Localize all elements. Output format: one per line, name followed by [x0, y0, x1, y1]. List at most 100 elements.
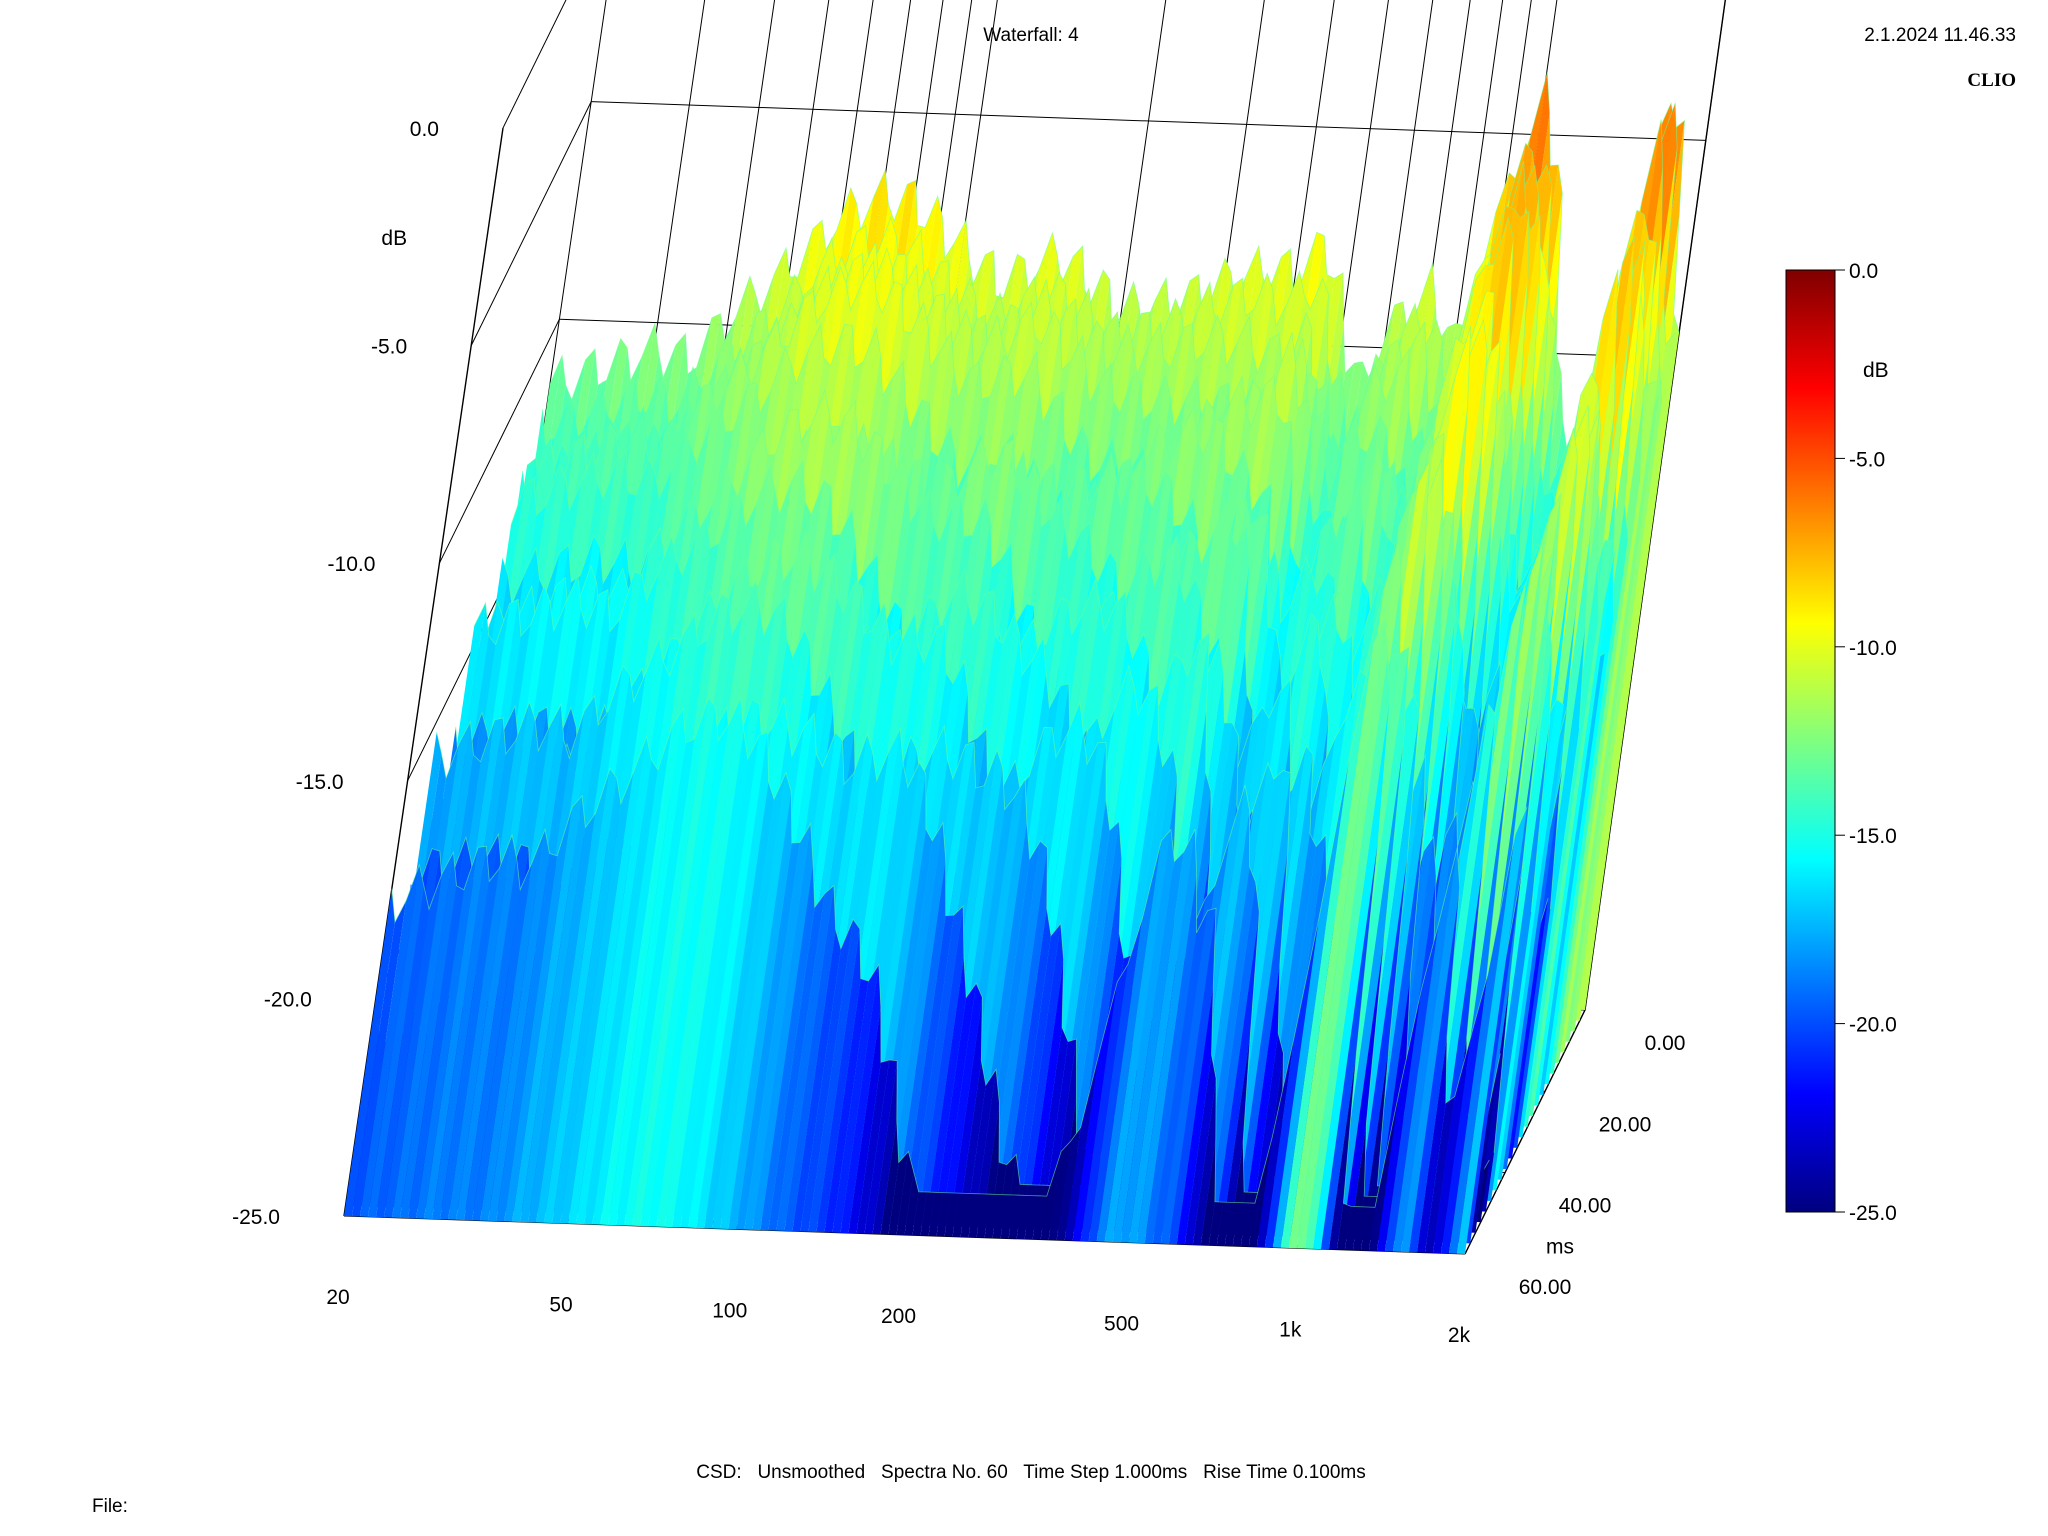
colorbar-tick-label: 0.0	[1849, 260, 1878, 283]
waterfall-slice-segment	[1200, 1137, 1216, 1246]
waterfall-slice-segment	[1384, 922, 1439, 1252]
z-tick-label: 40.00	[1559, 1195, 1612, 1218]
colorbar-tick-label: -25.0	[1849, 1202, 1897, 1225]
waterfall-slice-segment	[1064, 821, 1122, 1209]
grid-line	[438, 318, 560, 564]
waterfall-slice-segment	[1408, 887, 1460, 1253]
z-tick-label: 60.00	[1519, 1276, 1572, 1299]
waterfall-slice-segment	[1232, 1202, 1247, 1247]
waterfall-slice-segment	[752, 823, 814, 1231]
waterfall-slice-segment	[1040, 1151, 1062, 1240]
waterfall-slice-segment	[1035, 1027, 1069, 1219]
colorbar-tick-label: -10.0	[1849, 637, 1897, 660]
waterfall-slice-segment	[368, 864, 425, 1218]
waterfall-slice-segment	[944, 1192, 959, 1237]
waterfall-slice-segment	[957, 1060, 986, 1227]
waterfall-slice-segment	[1168, 908, 1217, 1245]
waterfall-slice-segment	[728, 791, 792, 1230]
waterfall-slice-segment	[832, 964, 879, 1233]
waterfall-slice-segment	[1360, 1206, 1375, 1251]
waterfall-slice-segment	[1256, 1035, 1295, 1248]
waterfall-slice-segment	[680, 735, 760, 1228]
waterfall-slice-segment	[472, 862, 533, 1221]
waterfall-slice-segment	[1160, 908, 1217, 1244]
waterfall-slice-segment	[1416, 1036, 1448, 1253]
waterfall-slice-segment	[1205, 881, 1260, 1235]
waterfall-slice-segment	[552, 777, 621, 1224]
waterfall-slice-segment	[760, 862, 815, 1231]
waterfall-slice-segment	[1248, 1137, 1273, 1247]
waterfall-slice-segment	[1363, 1043, 1390, 1230]
waterfall-slice-segment	[504, 806, 573, 1222]
waterfall-slice-segment	[800, 919, 854, 1232]
waterfall-slice-segment	[1320, 839, 1379, 1250]
waterfall-slice-segment	[648, 724, 729, 1227]
colorbar-tick-label: -20.0	[1849, 1014, 1897, 1037]
waterfall-slice-segment	[936, 1192, 951, 1237]
waterfall-slice-segment	[1432, 1034, 1472, 1254]
waterfall-slice-segment	[1368, 1092, 1400, 1252]
x-tick-label: 200	[881, 1305, 916, 1328]
waterfall-slice-segment	[904, 1171, 919, 1236]
waterfall-slice-segment	[1448, 834, 1516, 1254]
waterfall-slice-segment	[1224, 1202, 1239, 1247]
waterfall-slice-segment	[1144, 875, 1197, 1244]
waterfall-slice-segment	[1043, 1038, 1077, 1219]
waterfall-slice-segment	[986, 840, 1048, 1217]
waterfall-slice-segment	[480, 829, 545, 1221]
z-tick-label: 20.00	[1599, 1113, 1652, 1136]
waterfall-slice-segment	[464, 858, 521, 1221]
waterfall-slice-segment	[925, 957, 967, 1226]
waterfall-slice-segment	[880, 1120, 899, 1235]
waterfall-slice-segment	[856, 1059, 890, 1234]
waterfall-slice-segment	[624, 697, 709, 1226]
waterfall-slice-segment	[1024, 1195, 1039, 1240]
waterfall-slice-segment	[1280, 643, 1374, 1249]
waterfall-slice-segment	[864, 1059, 898, 1234]
waterfall-slice-segment	[736, 842, 800, 1230]
z-tick-label: 0.00	[1645, 1032, 1686, 1055]
grid-line	[502, 0, 567, 129]
waterfall-slice-segment	[720, 772, 792, 1230]
waterfall-slice-segment	[536, 768, 610, 1223]
waterfall-slice-segment	[792, 929, 841, 1232]
waterfall-slice-segment	[1251, 1033, 1284, 1226]
x-tick-label: 100	[712, 1299, 747, 1322]
waterfall-slice-segment	[424, 846, 487, 1219]
waterfall-slice-segment	[416, 847, 479, 1219]
waterfall-slice-segment	[712, 772, 786, 1229]
waterfall-slice-segment	[920, 1192, 935, 1236]
colorbar-ticks: 0.0 -5.0 -10.0 -15.0 -20.0 -25.0 dB	[1835, 260, 1897, 1225]
waterfall-slice-segment	[816, 928, 861, 1233]
waterfall-slice-segment	[912, 1191, 927, 1236]
waterfall-slice-segment	[893, 859, 946, 1225]
waterfall-slice-segment	[952, 1193, 967, 1237]
waterfall-slice-segment	[1392, 847, 1458, 1252]
waterfall-slice-segment	[432, 846, 490, 1220]
waterfall-slice-segment	[1424, 1096, 1455, 1253]
waterfall-slice-segment	[1400, 847, 1460, 1253]
waterfall-slice-segment	[928, 1192, 943, 1237]
waterfall-slice-segment	[1235, 850, 1288, 1225]
waterfall-slice-segment	[1152, 910, 1208, 1244]
waterfall-slice-segment	[688, 732, 768, 1228]
x-tick-label: 50	[549, 1294, 572, 1317]
waterfall-slice-segment	[696, 732, 769, 1229]
waterfall-slices	[344, 72, 1686, 1254]
waterfall-slice-segment	[616, 738, 695, 1226]
waterfall-slice-segment	[933, 983, 977, 1226]
waterfall-slice-segment	[376, 887, 429, 1218]
waterfall-slice-segment	[1304, 654, 1390, 1249]
waterfall-slice-segment	[1120, 851, 1184, 1243]
waterfall-slice-segment	[528, 813, 596, 1223]
waterfall-slice-segment	[848, 1006, 881, 1234]
waterfall-slice-segment	[632, 697, 716, 1227]
waterfall-slice-segment	[1221, 1032, 1251, 1236]
waterfall-slice-segment	[408, 885, 464, 1219]
front-left-edge	[343, 127, 504, 1217]
waterfall-slice-segment	[917, 906, 964, 1225]
waterfall-slice-segment	[885, 822, 946, 1224]
waterfall-slice-segment	[1213, 912, 1260, 1235]
waterfall-slice-segment	[1264, 916, 1320, 1248]
waterfall-slice-segment	[520, 795, 586, 1223]
